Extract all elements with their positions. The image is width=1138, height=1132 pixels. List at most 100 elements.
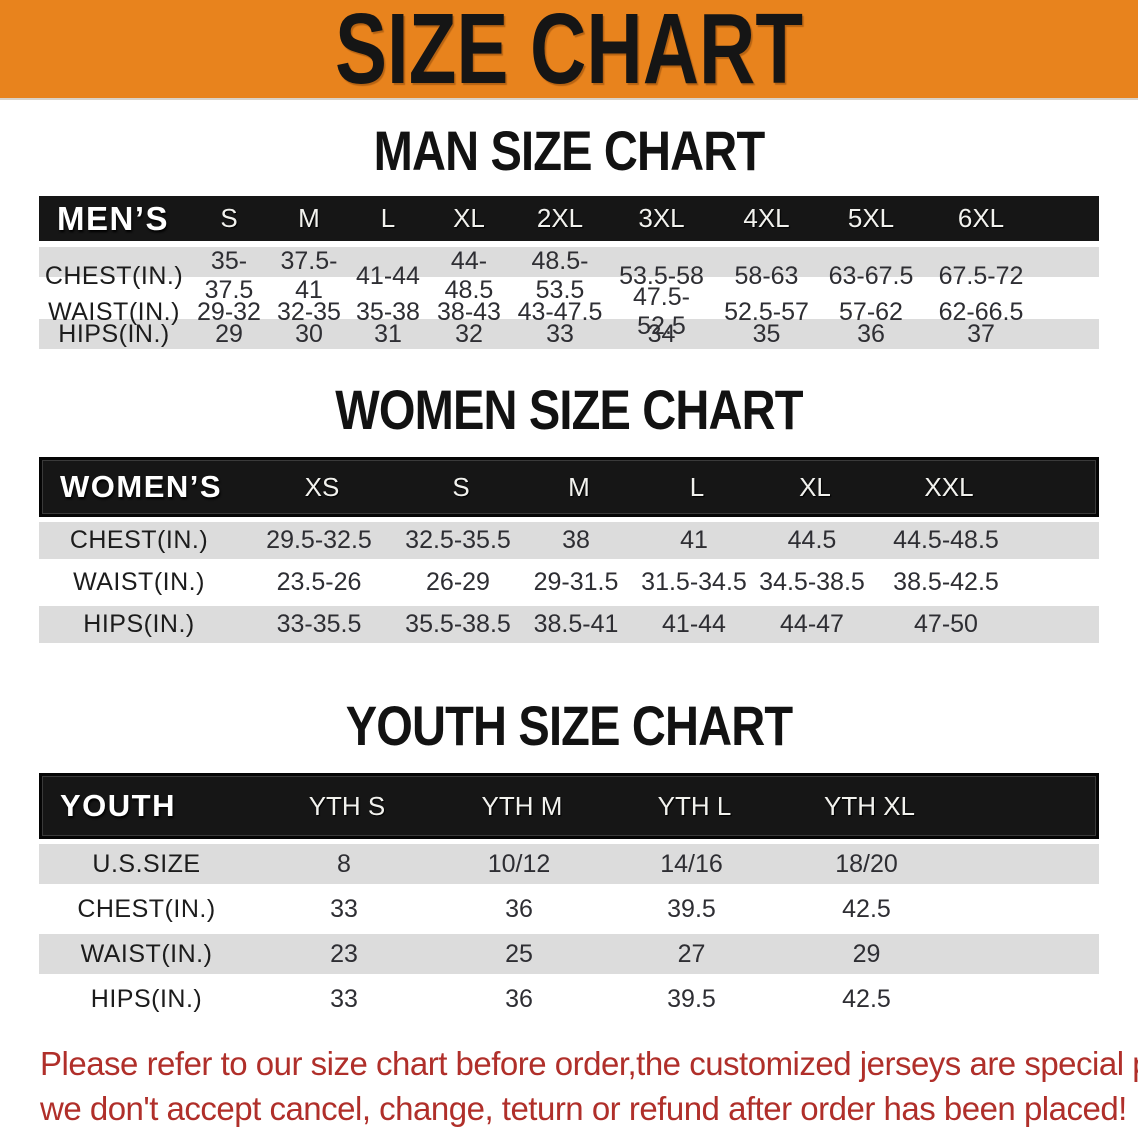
men-chest-value: 58-63 — [734, 261, 799, 290]
youth-hips-label: HIPS(IN.) — [90, 984, 203, 1013]
men-size-header-cell: 2XL — [536, 203, 584, 233]
disclaimer-note: Please refer to our size chart before or… — [40, 1041, 1138, 1131]
men-waist-value: 47.5-52.5 — [633, 283, 690, 340]
men-chest-value: 44-48.5 — [444, 247, 494, 304]
women-waist-value: 34.5-38.5 — [759, 568, 865, 596]
men-size-header-cell: 4XL — [743, 203, 790, 233]
women-waist-label: WAIST(IN.) — [73, 568, 205, 596]
men-waist-value: 57-62 — [839, 297, 903, 326]
youth-table-label: YOUTH — [60, 788, 176, 823]
men-chest-row: CHEST(IN.) 35-37.5 37.5-41 41-44 44-48.5 48.… — [39, 247, 1099, 304]
men-waist-value: 35-38 — [356, 297, 420, 326]
men-hips-label: HIPS(IN.) — [58, 319, 170, 348]
men-waist-value: 32-35 — [277, 297, 341, 326]
men-waist-row: WAIST(IN.) 29-32 32-35 35-38 38-43 43-47.5 47… — [39, 283, 1099, 340]
women-table-label: WOMEN’S — [60, 469, 223, 504]
men-hips-value: 32 — [455, 319, 483, 348]
youth-size-header-cell: YTH S — [308, 790, 386, 821]
men-chest-value: 63-67.5 — [828, 261, 914, 290]
men-size-table: MEN’S S M L XL 2XL 3XL 4XL 5XL 6XL CHEST(IN.) 35… — [39, 196, 1099, 349]
men-waist-value: 52.5-57 — [724, 297, 809, 326]
women-hips-value: 44-47 — [780, 610, 844, 638]
men-size-header-cell: 3XL — [638, 203, 685, 233]
women-chest-value: 29.5-32.5 — [266, 526, 372, 554]
youth-hips-value: 39.5 — [667, 984, 716, 1013]
women-chest-value: 44.5-48.5 — [893, 526, 999, 554]
men-chest-value: 67.5-72 — [938, 261, 1024, 290]
youth-hips-value: 33 — [330, 984, 358, 1013]
men-chest-value: 37.5-41 — [280, 247, 338, 304]
women-hips-value: 47-50 — [914, 610, 978, 638]
youth-hips-value: 42.5 — [842, 984, 891, 1013]
youth-waist-value: 23 — [330, 939, 358, 968]
men-table-label: MEN’S — [57, 199, 170, 237]
women-hips-row: HIPS(IN.) 33-35.5 35.5-38.5 38.5-41 41-44 44… — [39, 606, 1099, 643]
youth-ussize-value: 14/16 — [660, 849, 723, 878]
men-table-header: MEN’S S M L XL 2XL 3XL 4XL 5XL 6XL — [39, 196, 1099, 241]
youth-chest-value: 39.5 — [667, 894, 716, 923]
women-waist-value: 26-29 — [426, 568, 490, 596]
youth-chest-row: CHEST(IN.) 33 36 39.5 42.5 — [39, 889, 1099, 929]
men-chest-value: 41-44 — [356, 261, 420, 290]
women-table-header: WOMEN’S XS S M L XL XXL — [39, 457, 1099, 517]
women-size-header-cell: M — [568, 471, 590, 502]
youth-ussize-label: U.S.SIZE — [92, 849, 201, 878]
women-chest-value: 32.5-35.5 — [405, 526, 511, 554]
youth-table-header: YOUTH YTH S YTH M YTH L YTH XL — [39, 773, 1099, 839]
men-size-header-cell: 6XL — [957, 203, 1005, 233]
women-size-header-cell: S — [452, 471, 470, 502]
men-hips-value: 31 — [374, 319, 402, 348]
women-waist-row: WAIST(IN.) 23.5-26 26-29 29-31.5 31.5-34.5 3… — [39, 564, 1099, 601]
youth-waist-value: 25 — [505, 939, 533, 968]
disclaimer-line-1: Please refer to our size chart before or… — [40, 1045, 1138, 1082]
men-hips-row: HIPS(IN.) 29 30 31 32 33 34 35 36 37 — [39, 319, 1099, 349]
men-hips-value: 35 — [752, 319, 781, 348]
men-chest-value: 48.5-53.5 — [531, 247, 589, 304]
youth-waist-row: WAIST(IN.) 23 25 27 29 — [39, 934, 1099, 974]
youth-size-header-cell: YTH L — [657, 790, 732, 821]
youth-size-header-cell: YTH M — [481, 790, 563, 821]
women-chest-value: 41 — [680, 526, 708, 554]
men-hips-value: 30 — [295, 319, 323, 348]
women-hips-label: HIPS(IN.) — [83, 610, 195, 638]
men-chest-label: CHEST(IN.) — [44, 261, 184, 290]
youth-ussize-row: U.S.SIZE 8 10/12 14/16 18/20 — [39, 844, 1099, 884]
men-size-header-cell: XL — [453, 203, 485, 233]
men-size-header-cell: 5XL — [847, 203, 895, 233]
women-hips-value: 41-44 — [662, 610, 726, 638]
women-hips-value: 35.5-38.5 — [405, 610, 511, 638]
men-waist-value: 29-32 — [197, 297, 261, 326]
women-size-header-cell: XXL — [924, 471, 974, 502]
youth-ussize-value: 18/20 — [835, 849, 898, 878]
men-chest-value: 35-37.5 — [204, 247, 254, 304]
youth-chest-value: 42.5 — [842, 894, 891, 923]
women-chest-value: 38 — [562, 526, 590, 554]
banner-title: SIZE CHART — [335, 0, 803, 105]
women-waist-value: 29-31.5 — [533, 568, 619, 596]
men-size-header-cell: S — [220, 203, 238, 233]
men-hips-value: 34 — [647, 319, 676, 348]
men-size-header-cell: M — [298, 203, 320, 233]
men-hips-value: 37 — [967, 319, 995, 348]
youth-waist-value: 29 — [852, 939, 881, 968]
youth-hips-value: 36 — [505, 984, 533, 1013]
size-chart-banner: SIZE CHART — [0, 0, 1138, 100]
women-waist-value: 31.5-34.5 — [641, 568, 747, 596]
youth-waist-label: WAIST(IN.) — [80, 939, 213, 968]
women-chest-value: 44.5 — [787, 526, 837, 554]
youth-chest-value: 36 — [505, 894, 533, 923]
women-section-title: WOMEN SIZE CHART — [335, 378, 803, 441]
man-section-title: MAN SIZE CHART — [373, 119, 766, 182]
youth-ussize-value: 8 — [337, 849, 351, 878]
women-size-header-cell: XL — [799, 471, 831, 502]
youth-chest-label: CHEST(IN.) — [77, 894, 216, 923]
women-hips-value: 38.5-41 — [533, 610, 619, 638]
men-size-header-cell: L — [380, 203, 396, 233]
women-waist-value: 23.5-26 — [276, 568, 362, 596]
women-size-header-cell: XS — [304, 471, 340, 502]
men-waist-value: 43-47.5 — [517, 297, 603, 326]
men-waist-value: 38-43 — [437, 297, 501, 326]
youth-ussize-value: 10/12 — [487, 849, 551, 878]
women-size-table: WOMEN’S XS S M L XL XXL CHEST(IN.) 29.5-32.5 3… — [39, 457, 1099, 643]
men-waist-label: WAIST(IN.) — [48, 297, 180, 326]
